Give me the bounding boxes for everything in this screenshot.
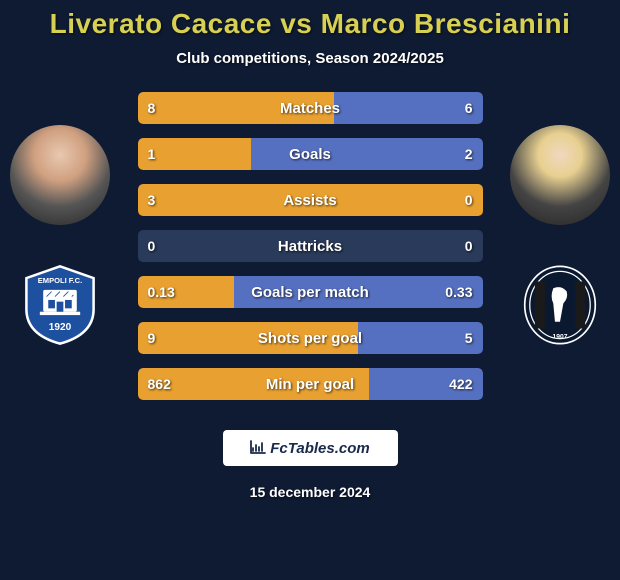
stat-row: 8Matches6	[138, 92, 483, 124]
left-avatars: EMPOLI F.C. 1920	[10, 125, 110, 355]
stat-value-right: 0	[465, 192, 473, 208]
stat-label: Assists	[138, 192, 483, 209]
stat-label: Matches	[138, 100, 483, 117]
stat-row: 9Shots per goal5	[138, 322, 483, 354]
svg-text:1907: 1907	[553, 334, 568, 341]
stat-row: 1Goals2	[138, 138, 483, 170]
footer-text: FcTables.com	[270, 440, 369, 457]
stat-row: 862Min per goal422	[138, 368, 483, 400]
stat-value-right: 0.33	[445, 284, 472, 300]
player1-club-badge: EMPOLI F.C. 1920	[10, 255, 110, 355]
stats-container: 8Matches61Goals23Assists00Hattricks00.13…	[138, 92, 483, 400]
stat-label: Min per goal	[138, 376, 483, 393]
stat-value-right: 6	[465, 100, 473, 116]
player1-avatar	[10, 125, 110, 225]
page-title: Liverato Cacace vs Marco Brescianini	[0, 8, 620, 40]
stat-row: 0.13Goals per match0.33	[138, 276, 483, 308]
svg-text:1920: 1920	[49, 322, 72, 333]
stat-value-right: 422	[449, 376, 472, 392]
stat-row: 0Hattricks0	[138, 230, 483, 262]
empoli-badge-icon: EMPOLI F.C. 1920	[18, 263, 102, 347]
player2-club-badge: 1907	[510, 255, 610, 355]
stat-value-right: 2	[465, 146, 473, 162]
stat-row: 3Assists0	[138, 184, 483, 216]
right-avatars: 1907	[510, 125, 610, 355]
atalanta-badge-icon: 1907	[518, 263, 602, 347]
chart-icon	[250, 440, 266, 457]
comparison-card: Liverato Cacace vs Marco Brescianini Clu…	[0, 0, 620, 580]
stat-value-right: 0	[465, 238, 473, 254]
stat-label: Hattricks	[138, 238, 483, 255]
stat-label: Goals per match	[138, 284, 483, 301]
date-label: 15 december 2024	[0, 484, 620, 500]
footer-logo: FcTables.com	[223, 430, 398, 466]
stat-value-right: 5	[465, 330, 473, 346]
subtitle: Club competitions, Season 2024/2025	[0, 50, 620, 67]
stat-label: Goals	[138, 146, 483, 163]
svg-text:EMPOLI F.C.: EMPOLI F.C.	[38, 276, 82, 285]
stat-label: Shots per goal	[138, 330, 483, 347]
player2-avatar	[510, 125, 610, 225]
